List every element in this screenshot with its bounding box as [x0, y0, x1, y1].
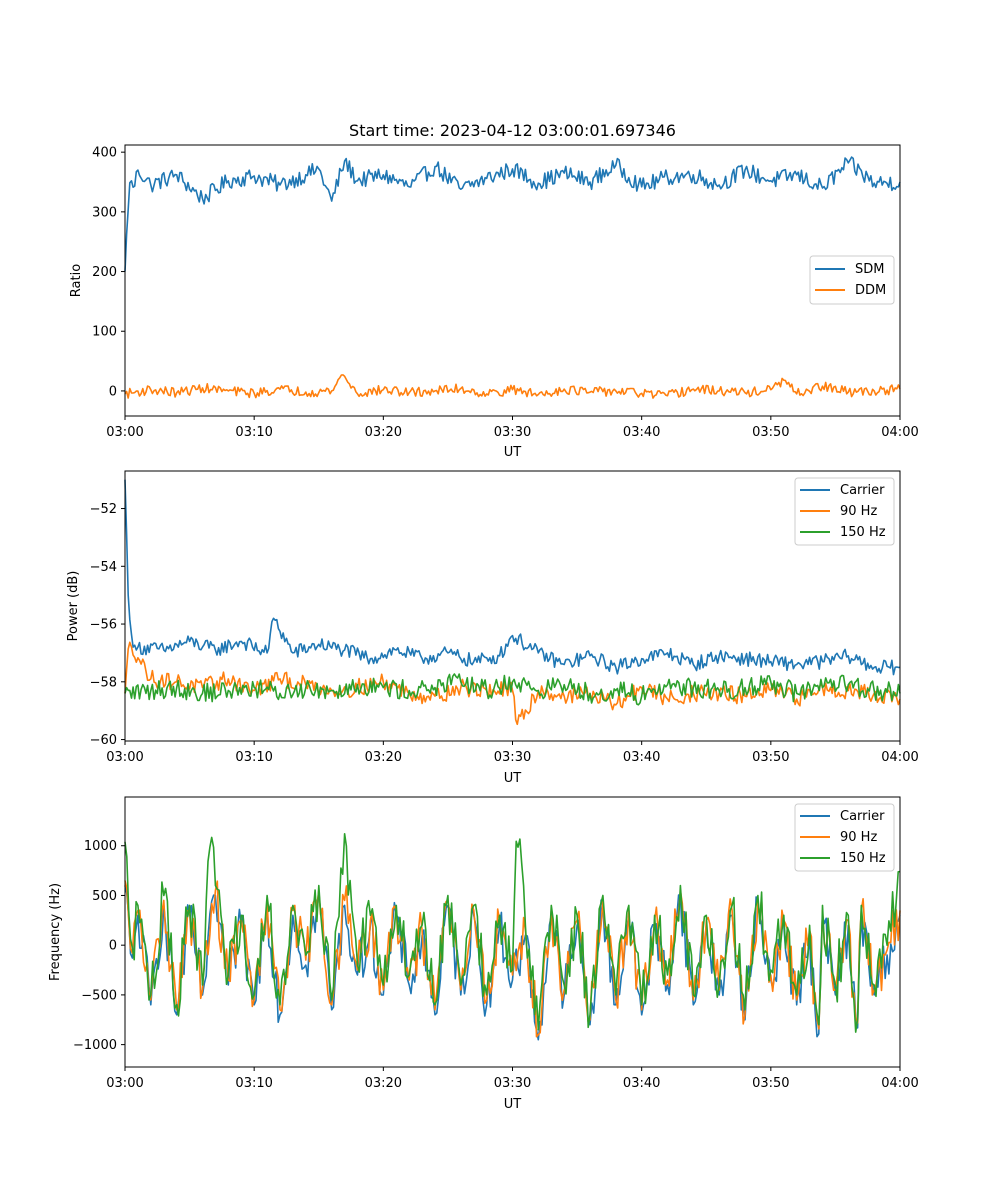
- frequency-y-tick-label: 0: [109, 939, 117, 954]
- power-x-axis-label: UT: [504, 771, 522, 786]
- ratio-x-tick-label: 04:00: [881, 425, 918, 440]
- frequency-legend: Carrier 90 Hz 150 Hz: [794, 803, 895, 872]
- power-y-tick-label: −56: [90, 618, 117, 633]
- power-x-tick-label: 03:00: [106, 750, 143, 765]
- ratio-y-tick-label: 0: [109, 384, 117, 399]
- power-legend-label-90hz: 90 Hz: [840, 504, 877, 519]
- frequency-series-line-90-hz: [124, 880, 901, 1038]
- frequency-x-tick-label: 03:30: [494, 1076, 531, 1091]
- ratio-y-tick-label: 100: [92, 325, 117, 340]
- frequency-y-tick-label: 500: [92, 889, 117, 904]
- ratio-y-axis-label: Ratio: [69, 264, 84, 297]
- ratio-series-line-sdm: [124, 156, 901, 272]
- power-legend: Carrier 90 Hz 150 Hz: [794, 477, 895, 546]
- ratio-x-tick-label: 03:10: [235, 425, 272, 440]
- ratio-x-tick-label: 03:20: [365, 425, 402, 440]
- power-x-tick-label: 03:40: [623, 750, 660, 765]
- power-y-axis-label: Power (dB): [66, 571, 81, 642]
- frequency-series-line-150-hz: [124, 832, 901, 1033]
- ratio-y-tick-label: 200: [92, 265, 117, 280]
- power-series-line-90-hz: [124, 641, 901, 726]
- ratio-series-lines: [124, 156, 901, 399]
- power-legend-frame: [794, 477, 895, 546]
- power-ticks: 03:00 03:10 03:20 03:30 03:40 03:50 04:00 −60 −5…: [90, 502, 919, 765]
- frequency-legend-label-150hz: 150 Hz: [840, 851, 886, 866]
- frequency-y-tick-label: −500: [81, 988, 117, 1003]
- frequency-y-tick-label: −1000: [73, 1038, 117, 1053]
- frequency-series-lines: [124, 832, 901, 1041]
- frequency-ticks: 03:00 03:10 03:20 03:30 03:40 03:50 04:00 −1000…: [73, 839, 919, 1091]
- power-axes-frame: [124, 470, 901, 742]
- frequency-legend-label-90hz: 90 Hz: [840, 830, 877, 845]
- power-y-tick-label: −52: [90, 502, 117, 517]
- panel-ratio: Start time: 2023-04-12 03:00:01.697346 0…: [69, 121, 919, 460]
- frequency-x-tick-label: 03:40: [623, 1076, 660, 1091]
- power-legend-label-carrier: Carrier: [840, 483, 885, 498]
- power-x-tick-label: 03:20: [365, 750, 402, 765]
- power-x-tick-label: 03:30: [494, 750, 531, 765]
- ratio-legend-label-sdm: SDM: [855, 262, 884, 277]
- power-y-tick-label: −54: [90, 560, 117, 575]
- ratio-series-line-ddm: [124, 374, 901, 399]
- chart-title: Start time: 2023-04-12 03:00:01.697346: [349, 121, 676, 140]
- ratio-x-tick-label: 03:00: [106, 425, 143, 440]
- frequency-y-axis-label: Frequency (Hz): [48, 883, 63, 981]
- frequency-x-tick-label: 03:00: [106, 1076, 143, 1091]
- frequency-x-tick-label: 04:00: [881, 1076, 918, 1091]
- power-y-tick-label: −58: [90, 675, 117, 690]
- ratio-legend: SDM DDM: [809, 255, 895, 305]
- power-series-lines: [124, 479, 901, 726]
- power-y-tick-label: −60: [90, 733, 117, 748]
- ratio-legend-label-ddm: DDM: [855, 283, 886, 298]
- frequency-x-tick-label: 03:50: [752, 1076, 789, 1091]
- power-x-tick-label: 04:00: [881, 750, 918, 765]
- frequency-x-tick-label: 03:20: [365, 1076, 402, 1091]
- frequency-x-tick-label: 03:10: [235, 1076, 272, 1091]
- frequency-x-axis-label: UT: [504, 1097, 522, 1112]
- power-series-line-carrier: [124, 479, 900, 676]
- panel-power: 03:00 03:10 03:20 03:30 03:40 03:50 04:00 −60 −5…: [66, 470, 919, 786]
- frequency-axes-frame: [124, 796, 901, 1068]
- ratio-axes-frame: [124, 144, 901, 417]
- ratio-x-axis-label: UT: [504, 445, 522, 460]
- frequency-legend-frame: [794, 803, 895, 872]
- ratio-y-tick-label: 400: [92, 146, 117, 161]
- ratio-ticks: 03:00 03:10 03:20 03:30 03:40 03:50 04:00 0 100 2…: [92, 146, 919, 440]
- power-x-tick-label: 03:10: [235, 750, 272, 765]
- power-legend-label-150hz: 150 Hz: [840, 525, 886, 540]
- ratio-x-tick-label: 03:30: [494, 425, 531, 440]
- panel-frequency: 03:00 03:10 03:20 03:30 03:40 03:50 04:00 −1000…: [48, 796, 919, 1112]
- frequency-y-tick-label: 1000: [84, 839, 117, 854]
- ratio-y-tick-label: 300: [92, 205, 117, 220]
- ratio-x-tick-label: 03:40: [623, 425, 660, 440]
- frequency-legend-label-carrier: Carrier: [840, 809, 885, 824]
- ratio-x-tick-label: 03:50: [752, 425, 789, 440]
- power-series-line-150-hz: [124, 673, 901, 706]
- power-x-tick-label: 03:50: [752, 750, 789, 765]
